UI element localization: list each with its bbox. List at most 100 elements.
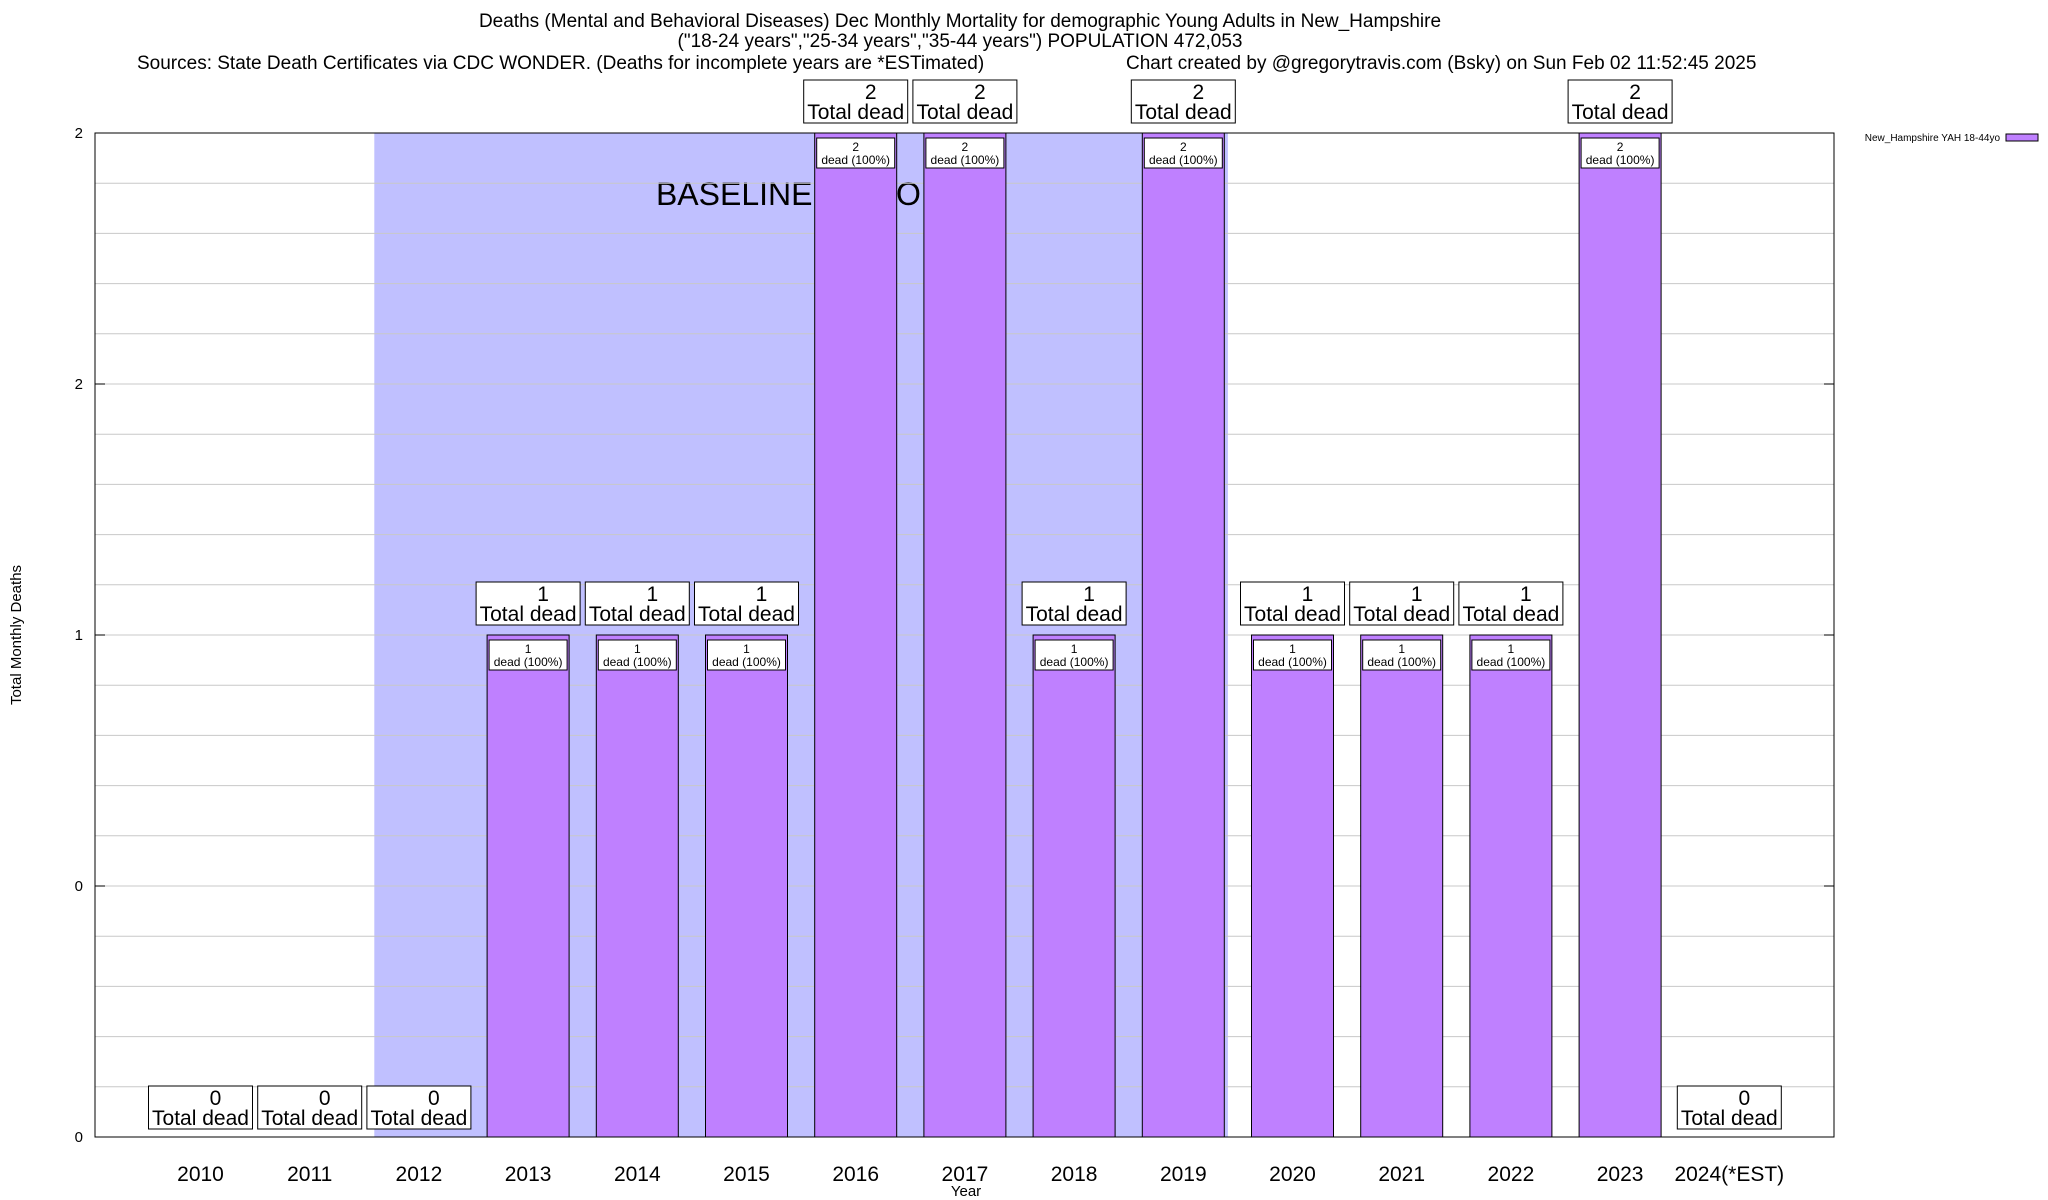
bar <box>814 132 898 1138</box>
bar <box>1251 634 1334 1138</box>
bar-value-label: 2 <box>962 140 969 154</box>
x-tick-label: 2012 <box>396 1163 443 1186</box>
bar-value-label: 1 <box>525 642 532 656</box>
bar-percent-label: dead (100%) <box>1367 655 1436 669</box>
total-label-box <box>694 581 799 626</box>
x-tick-label: 2019 <box>1160 1163 1207 1186</box>
total-label-box <box>1676 1085 1782 1130</box>
x-tick-label: 2010 <box>177 1163 224 1186</box>
x-tick-label: 2020 <box>1269 1163 1316 1186</box>
total-dead-label: Total dead <box>807 101 904 124</box>
y-tick-label: 2 <box>75 125 83 142</box>
total-label-box <box>257 1085 363 1130</box>
total-label-box <box>1349 581 1455 626</box>
total-dead-label: Total dead <box>1244 603 1341 626</box>
total-label-box <box>1567 79 1673 124</box>
total-value-label: 1 <box>1302 583 1314 606</box>
y-tick-label: 0 <box>75 1129 83 1146</box>
total-dead-label: Total dead <box>916 101 1013 124</box>
total-value-label: 1 <box>1411 583 1423 606</box>
bar-percent-label: dead (100%) <box>1149 153 1218 167</box>
bar <box>486 634 570 1138</box>
bar-value-label: 2 <box>1180 140 1187 154</box>
bar <box>595 634 679 1138</box>
chart-title-line2: ("18-24 years","25-34 years","35-44 year… <box>677 31 1243 52</box>
bar <box>1469 634 1553 1138</box>
total-dead-label: Total dead <box>261 1107 358 1130</box>
bar-label-box <box>597 639 677 671</box>
total-value-label: 0 <box>210 1087 222 1110</box>
x-tick-label: 2018 <box>1051 1163 1098 1186</box>
bar-label-box <box>1362 639 1442 671</box>
total-dead-label: Total dead <box>1353 603 1450 626</box>
bar-value-label: 1 <box>743 642 750 656</box>
total-dead-label: Total dead <box>152 1107 249 1130</box>
x-tick-label: 2022 <box>1488 1163 1535 1186</box>
total-dead-label: Total dead <box>589 603 686 626</box>
total-value-label: 0 <box>428 1087 440 1110</box>
chart-title-block: Deaths (Mental and Behavioral Diseases) … <box>0 12 1920 52</box>
bar <box>1360 634 1444 1138</box>
bar-percent-label: dead (100%) <box>1258 655 1327 669</box>
x-tick-label: 2016 <box>832 1163 879 1186</box>
bar-label-box <box>1580 137 1660 169</box>
total-label-box <box>1458 581 1564 626</box>
x-tick-label: 2011 <box>287 1163 332 1186</box>
total-dead-label: Total dead <box>480 603 577 626</box>
total-label-box <box>1130 79 1236 124</box>
total-value-label: 1 <box>1083 583 1095 606</box>
bar-value-label: 1 <box>1071 642 1078 656</box>
bar-value-label: 1 <box>1398 642 1405 656</box>
bar-label-box <box>1034 639 1114 671</box>
legend-series-label: New_Hampshire YAH 18-44yo <box>1865 133 2001 144</box>
total-value-label: 2 <box>1629 81 1641 104</box>
total-value-label: 1 <box>1520 583 1532 606</box>
bar-label-box <box>488 639 568 671</box>
x-tick-label: 2023 <box>1597 1163 1644 1186</box>
total-value-label: 2 <box>865 81 877 104</box>
chart-credit: Chart created by @gregorytravis.com (Bsk… <box>1126 53 1757 74</box>
x-axis-label: Year <box>951 1183 981 1200</box>
total-dead-label: Total dead <box>698 603 795 626</box>
chart-title: Deaths (Mental and Behavioral Diseases) … <box>478 11 1442 32</box>
bar <box>1032 634 1116 1138</box>
bar-value-label: 1 <box>634 642 641 656</box>
total-label-box <box>366 1085 472 1130</box>
x-tick-label: 2014 <box>614 1163 661 1186</box>
total-dead-label: Total dead <box>1572 101 1669 124</box>
bar <box>1578 132 1662 1138</box>
total-value-label: 2 <box>974 81 986 104</box>
legend: New_Hampshire YAH 18-44yo <box>1865 133 2039 144</box>
bar-percent-label: dead (100%) <box>1040 655 1109 669</box>
x-tick-label: 2017 <box>942 1163 989 1186</box>
total-label-box <box>1021 581 1127 626</box>
x-tick-label: 2015 <box>723 1163 770 1186</box>
bar-label-box <box>925 137 1005 169</box>
total-value-label: 0 <box>319 1087 331 1110</box>
total-label-box <box>475 581 581 626</box>
total-dead-label: Total dead <box>1135 101 1232 124</box>
bar <box>705 634 788 1138</box>
y-tick-label: 1 <box>75 627 83 644</box>
chart-sources: Sources: State Death Certificates via CD… <box>137 53 985 74</box>
total-value-label: 1 <box>646 583 658 606</box>
bar-label-box <box>1253 639 1332 671</box>
total-dead-label: Total dead <box>1462 603 1559 626</box>
bar-value-label: 2 <box>1617 140 1624 154</box>
total-label-box <box>803 79 909 124</box>
total-label-box <box>1240 581 1345 626</box>
bar-percent-label: dead (100%) <box>494 655 563 669</box>
x-tick-label: 2024(*EST) <box>1674 1163 1784 1186</box>
total-label-box <box>584 581 690 626</box>
y-tick-label: 0 <box>75 878 83 895</box>
total-dead-label: Total dead <box>1681 1107 1778 1130</box>
bar-percent-label: dead (100%) <box>821 153 890 167</box>
bar-label-box <box>1143 137 1223 169</box>
bar-value-label: 1 <box>1508 642 1515 656</box>
x-tick-label: 2021 <box>1378 1163 1425 1186</box>
bar-label-box <box>707 639 786 671</box>
x-tick-label: 2013 <box>505 1163 552 1186</box>
baseline-period-label: BASELINE PERIOD <box>656 176 944 212</box>
bar-percent-label: dead (100%) <box>1586 153 1655 167</box>
